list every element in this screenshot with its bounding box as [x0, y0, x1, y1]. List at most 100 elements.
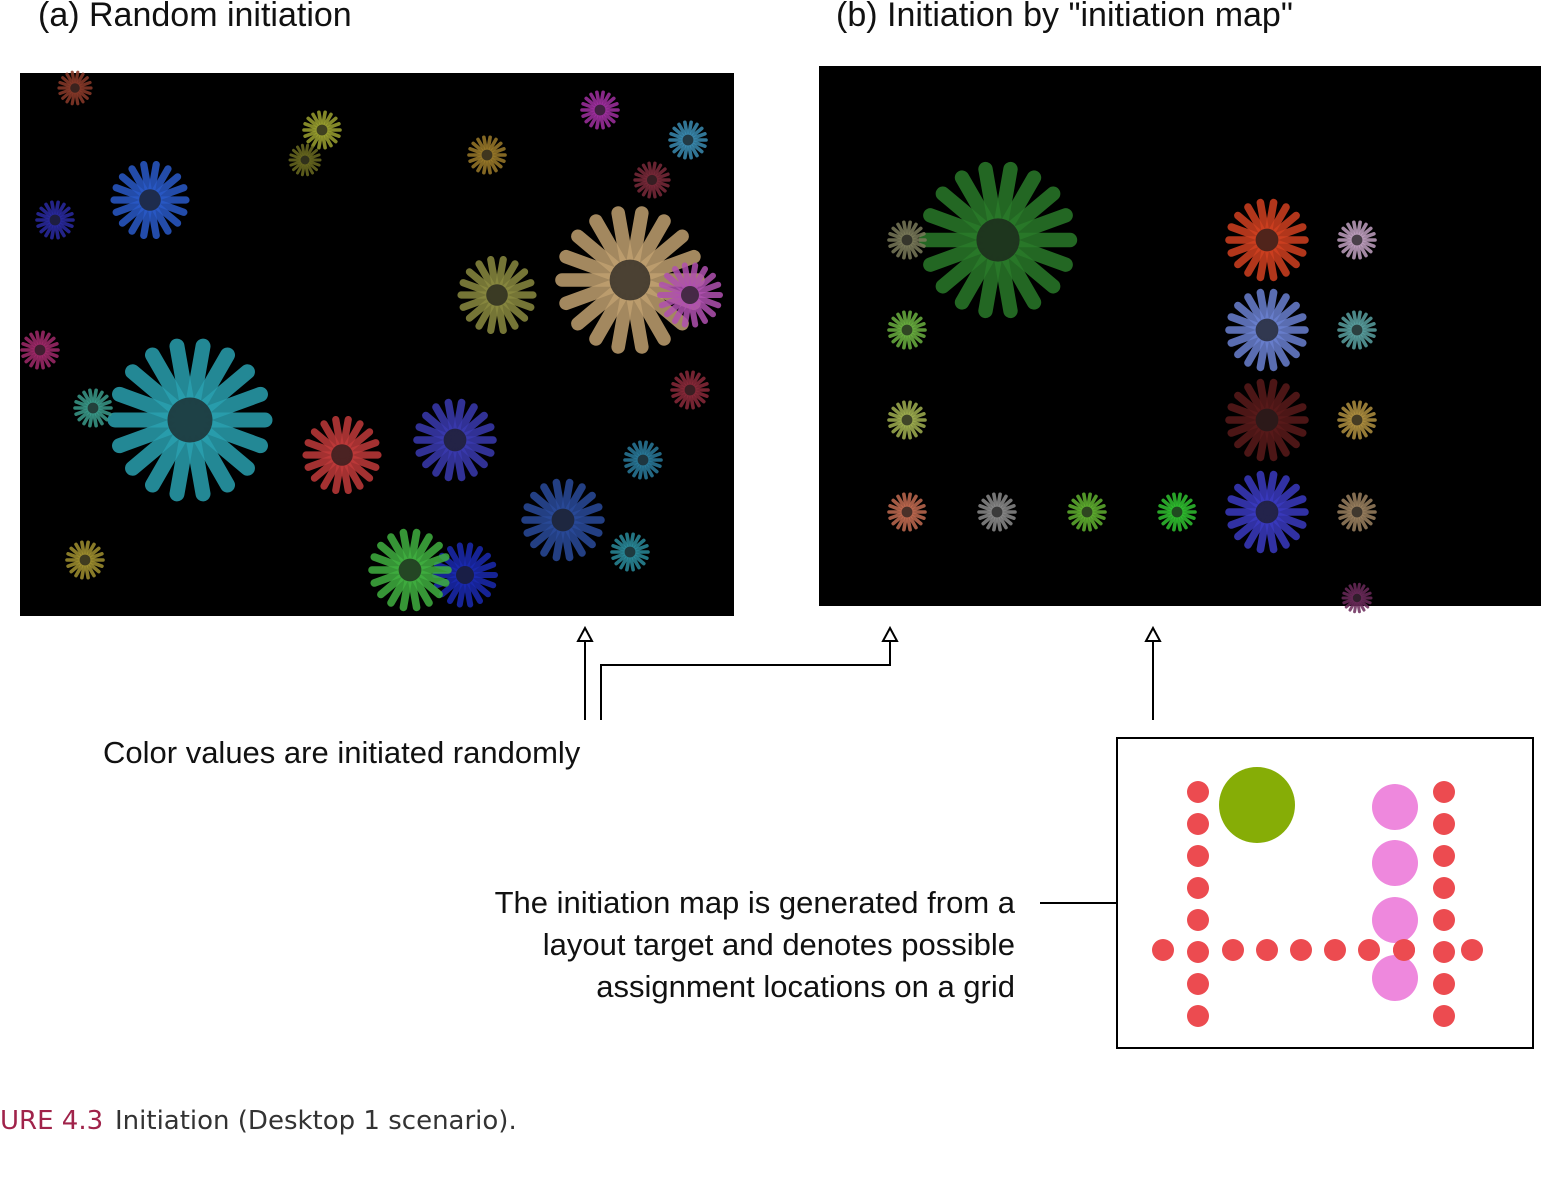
flower-center [551, 508, 575, 532]
flower-center [34, 344, 46, 356]
map-dot [1187, 973, 1209, 995]
flower [623, 440, 663, 480]
flower [1341, 582, 1373, 614]
flower [288, 143, 322, 177]
flower [1225, 378, 1309, 462]
flower-center [901, 414, 913, 426]
map-dot [1433, 909, 1455, 931]
flower-center [79, 554, 91, 566]
map-dot [1358, 939, 1380, 961]
flower-center [901, 324, 913, 336]
flower [302, 415, 382, 495]
map-dot-pink [1372, 955, 1418, 1001]
flower [555, 206, 705, 354]
flower-center [1351, 414, 1363, 426]
map-dot [1433, 941, 1455, 963]
flower-center [316, 124, 328, 136]
flower [1157, 492, 1197, 532]
flower [413, 398, 497, 482]
flower-center [49, 214, 61, 226]
flower-center [1255, 318, 1279, 342]
arrow-head [881, 625, 899, 642]
flower-center [1351, 234, 1363, 246]
flower [457, 255, 537, 335]
map-dot [1187, 941, 1209, 963]
flower-center [594, 104, 606, 116]
annotation-line: assignment locations on a grid [596, 969, 1015, 1004]
flower-center [646, 174, 658, 186]
flower [20, 330, 60, 370]
flower [657, 262, 723, 328]
flower-center [991, 506, 1003, 518]
map-dot-large [1219, 767, 1295, 843]
flower [107, 338, 273, 502]
map-dot [1433, 813, 1455, 835]
arrow-line [600, 641, 891, 720]
flower [580, 90, 620, 130]
map-dot-pink [1372, 840, 1418, 886]
map-dot [1222, 939, 1244, 961]
flower [633, 161, 671, 199]
flower-center [682, 134, 694, 146]
flower [1337, 310, 1377, 350]
map-dot [1433, 781, 1455, 803]
flower [1067, 492, 1107, 532]
flower-center [901, 234, 913, 246]
map-dot [1187, 781, 1209, 803]
flower [302, 110, 342, 150]
flower [1337, 400, 1377, 440]
map-dot [1152, 939, 1174, 961]
flower-center [486, 284, 508, 306]
initiation-map [1116, 737, 1534, 1049]
flower-center [331, 444, 353, 466]
flower [467, 135, 507, 175]
flower [110, 160, 190, 240]
flower-center [1255, 408, 1279, 432]
arrows [576, 625, 1162, 904]
flower-center [1352, 593, 1362, 603]
annotation: Color values are initiated randomly [103, 735, 581, 770]
flower-center [1255, 500, 1279, 524]
map-dot [1187, 845, 1209, 867]
flower-center [901, 506, 913, 518]
flower [57, 70, 93, 106]
flower [35, 200, 75, 240]
flower [668, 120, 708, 160]
annotation-line: layout target and denotes possible [543, 927, 1015, 962]
map-dot [1187, 1005, 1209, 1027]
flower [521, 478, 605, 562]
flowers [20, 70, 1377, 614]
map-dot [1461, 939, 1483, 961]
flower [918, 161, 1078, 319]
map-dot [1324, 939, 1346, 961]
map-dot [1433, 845, 1455, 867]
map-dot [1187, 813, 1209, 835]
flower [1225, 288, 1309, 372]
flower-center [481, 149, 493, 161]
arrow-head [576, 625, 594, 642]
map-dots [1152, 767, 1483, 1027]
map-dot [1393, 939, 1415, 961]
flower [887, 492, 927, 532]
flower-center [1171, 506, 1183, 518]
flower-center [167, 397, 213, 443]
flower-center [1255, 228, 1279, 252]
flower [887, 400, 927, 440]
panel-title: (a) Random initiation [38, 0, 352, 34]
flower-center [1351, 324, 1363, 336]
flower [65, 540, 105, 580]
flower [670, 370, 710, 410]
annotation-line: The initiation map is generated from a [495, 885, 1016, 920]
flower-center [609, 259, 651, 301]
caption-label: URE 4.3 [0, 1106, 103, 1136]
flower-center [300, 155, 310, 165]
flower-center [456, 566, 474, 584]
flower-center [398, 558, 422, 582]
flower-center [70, 83, 80, 93]
flower [887, 310, 927, 350]
flower-center [684, 384, 696, 396]
flower [73, 388, 113, 428]
map-dot [1187, 877, 1209, 899]
flower-center [443, 428, 467, 452]
